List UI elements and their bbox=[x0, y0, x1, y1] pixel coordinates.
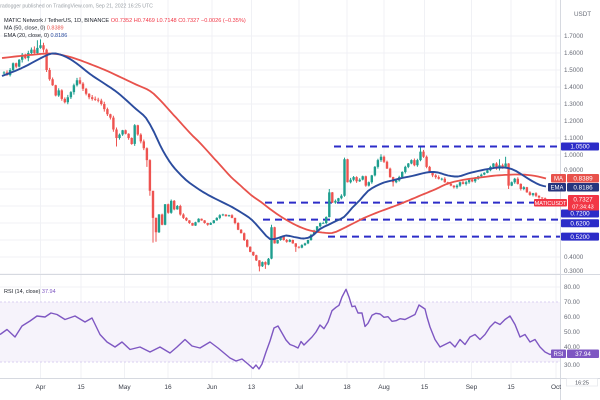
svg-text:0.9000: 0.9000 bbox=[564, 167, 584, 174]
svg-text:RSI: RSI bbox=[553, 352, 563, 358]
svg-text:60.00: 60.00 bbox=[564, 314, 580, 321]
svg-text:Apr: Apr bbox=[35, 384, 46, 391]
svg-text:MATIC Network / TetherUS, 1D,: MATIC Network / TetherUS, 1D, BINANCE O0… bbox=[4, 18, 246, 24]
svg-text:37.94: 37.94 bbox=[575, 351, 591, 358]
svg-text:16: 16 bbox=[164, 384, 172, 391]
svg-text:1.5000: 1.5000 bbox=[564, 67, 584, 74]
svg-text:50.00: 50.00 bbox=[564, 329, 580, 336]
svg-text:0.8389: 0.8389 bbox=[573, 176, 593, 183]
svg-text:80.00: 80.00 bbox=[564, 284, 580, 291]
svg-text:70.00: 70.00 bbox=[564, 299, 580, 306]
svg-text:MA (50, close, 0) 0.8389: MA (50, close, 0) 0.8389 bbox=[4, 26, 64, 32]
svg-text:15: 15 bbox=[421, 384, 429, 391]
svg-text:Oct: Oct bbox=[551, 384, 561, 391]
svg-text:15: 15 bbox=[507, 384, 515, 391]
svg-text:40.00: 40.00 bbox=[564, 344, 580, 351]
svg-text:0.8186: 0.8186 bbox=[573, 185, 593, 192]
svg-text:Sep: Sep bbox=[466, 384, 478, 391]
svg-text:EMA: EMA bbox=[550, 186, 563, 192]
svg-text:07:34:43: 07:34:43 bbox=[572, 204, 593, 210]
svg-text:1.0500: 1.0500 bbox=[570, 144, 590, 151]
svg-text:Jun: Jun bbox=[207, 384, 218, 391]
svg-text:1.0000: 1.0000 bbox=[564, 152, 584, 159]
svg-text:1.1000: 1.1000 bbox=[564, 135, 584, 142]
svg-text:1.2000: 1.2000 bbox=[564, 118, 584, 125]
svg-text:16:25: 16:25 bbox=[575, 380, 589, 386]
svg-text:0.4000: 0.4000 bbox=[564, 254, 584, 261]
svg-text:13: 13 bbox=[248, 384, 256, 391]
svg-text:0.3000: 0.3000 bbox=[564, 268, 584, 275]
svg-text:wtradogger published on Tradin: wtradogger published on TradingView.com,… bbox=[0, 4, 153, 10]
svg-text:MATICUSDT: MATICUSDT bbox=[535, 201, 567, 207]
svg-text:18: 18 bbox=[343, 384, 351, 391]
svg-text:RSI (14, close) 37.94: RSI (14, close) 37.94 bbox=[4, 289, 56, 295]
svg-text:1.7000: 1.7000 bbox=[564, 33, 584, 40]
svg-text:May: May bbox=[118, 384, 131, 391]
svg-text:1.4000: 1.4000 bbox=[564, 84, 584, 91]
svg-text:1.6000: 1.6000 bbox=[564, 50, 584, 57]
svg-text:0.7200: 0.7200 bbox=[570, 211, 590, 218]
svg-text:USDT: USDT bbox=[574, 11, 591, 18]
svg-text:15: 15 bbox=[77, 384, 85, 391]
svg-text:30.00: 30.00 bbox=[564, 362, 580, 369]
svg-text:Aug: Aug bbox=[378, 384, 390, 391]
svg-text:MA: MA bbox=[554, 177, 563, 183]
svg-text:EMA (20, close, 0) 0.8186: EMA (20, close, 0) 0.8186 bbox=[4, 33, 67, 39]
svg-text:1.3000: 1.3000 bbox=[564, 101, 584, 108]
svg-text:0.7327: 0.7327 bbox=[573, 197, 593, 204]
svg-text:Jul: Jul bbox=[295, 384, 304, 391]
svg-text:0.6200: 0.6200 bbox=[570, 221, 590, 228]
svg-text:0.5200: 0.5200 bbox=[570, 234, 590, 241]
